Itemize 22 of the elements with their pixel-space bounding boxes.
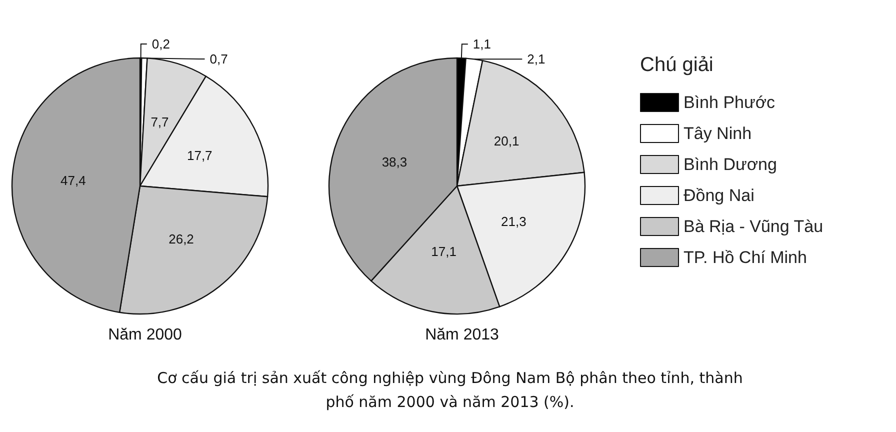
legend-label: Bình Dương xyxy=(684,155,777,174)
legend-label: Tây Ninh xyxy=(684,124,752,143)
data-label: 0,2 xyxy=(152,36,170,52)
legend-label: TP. Hồ Chí Minh xyxy=(684,248,807,267)
legend-label: Bình Phước xyxy=(684,93,776,112)
data-label: 1,1 xyxy=(472,36,491,52)
data-label: 21,3 xyxy=(501,214,526,230)
text: Cơ cấu giá trị sản xuất công nghiệp vùng Đông Nam Bộ phân theo tỉnh, thành phố năm 2000 và năm 2013 (%). xyxy=(156,368,744,413)
slice-label: Năm 2013 xyxy=(425,326,500,344)
slice-label: Năm 2000 xyxy=(108,326,182,344)
data-label: 47,4 xyxy=(60,173,86,188)
data-label: 0,7 xyxy=(210,52,228,67)
legend-label: Đồng Nai xyxy=(684,186,754,205)
data-label: 17,1 xyxy=(431,244,456,260)
data-label: 20,1 xyxy=(494,133,520,148)
data-label: 38,3 xyxy=(382,154,408,170)
data-label: 7,7 xyxy=(150,114,169,130)
data-label: 2,1 xyxy=(527,52,546,67)
data-label: 17,7 xyxy=(186,148,212,163)
data-label: 26,2 xyxy=(168,231,194,246)
legend-title: Chú giải xyxy=(640,54,714,76)
legend-label: Bà Rịa - Vũng Tàu xyxy=(684,217,824,236)
